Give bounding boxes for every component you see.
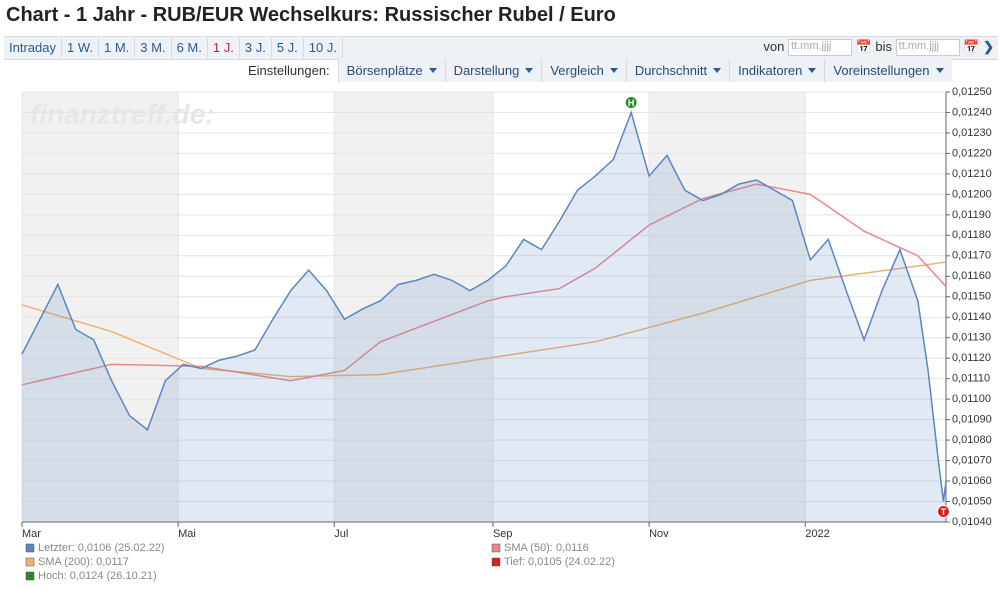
band — [334, 92, 493, 522]
y-tick-label: 0,01080 — [952, 434, 992, 446]
tab[interactable]: 1 M. — [99, 37, 136, 58]
legend-label: Letzter: 0,0106 (25.02.22) — [38, 542, 165, 554]
y-tick-label: 0,01090 — [952, 414, 992, 426]
marker-label: H — [628, 98, 635, 108]
tab[interactable]: 1 W. — [62, 37, 99, 58]
tab[interactable]: 5 J. — [272, 37, 304, 58]
x-tick-label: Nov — [649, 528, 669, 540]
y-tick-label: 0,01210 — [952, 168, 992, 180]
menu-button[interactable]: Durchschnitt — [625, 59, 730, 82]
y-tick-label: 0,01110 — [952, 373, 990, 385]
y-tick-label: 0,01220 — [952, 147, 992, 159]
y-tick-label: 0,01190 — [952, 209, 991, 221]
tab[interactable]: 6 M. — [172, 37, 208, 58]
y-tick-label: 0,01230 — [952, 127, 992, 139]
tab[interactable]: 10 J. — [304, 37, 343, 58]
band — [22, 92, 179, 522]
to-label: bis — [875, 39, 893, 54]
line — [21, 110, 947, 502]
go-arrow[interactable]: ❯ — [983, 39, 994, 54]
y-tick-label: 0,01150 — [952, 291, 991, 303]
legend-swatch — [25, 571, 35, 581]
settings-label: Einstellungen: — [248, 63, 330, 78]
y-tick-label: 0,01070 — [952, 454, 992, 466]
y-tick-label: 0,01180 — [952, 229, 991, 241]
menu-button[interactable]: Indikatoren — [729, 59, 825, 82]
y-tick-label: 0,01250 — [952, 86, 992, 98]
menu-button[interactable]: Darstellung — [444, 59, 542, 82]
y-tick-label: 0,01240 — [952, 106, 992, 118]
area — [22, 112, 946, 522]
title: Chart - 1 Jahr - RUB/EUR Wechselkurs: Ru… — [6, 4, 616, 26]
date-range: von tt.mm.jjjj 📅 bis tt.mm.jjjj 📅 ❯ — [763, 39, 994, 57]
from-input[interactable]: tt.mm.jjjj — [788, 39, 852, 57]
legend-label: SMA (200): 0,0117 — [38, 556, 129, 568]
y-tick-label: 0,01120 — [952, 352, 991, 364]
marker — [624, 95, 638, 109]
legend-label: SMA (50): 0,0116 — [504, 542, 589, 554]
band — [649, 92, 806, 522]
x-tick-label: Sep — [493, 528, 513, 540]
y-tick-label: 0,01170 — [952, 250, 991, 262]
legend-swatch — [25, 557, 35, 567]
menu-button[interactable]: Börsenplätze — [337, 59, 445, 82]
settings-bar: Einstellungen: Börsenplätze Darstellung Ver… — [240, 59, 952, 83]
tab[interactable]: 3 J. — [240, 37, 272, 58]
tab[interactable]: Intraday — [4, 37, 62, 58]
y-tick-label: 0,01140 — [952, 311, 991, 323]
menu-button[interactable]: Vergleich — [541, 59, 626, 82]
menu-button[interactable]: Voreinstellungen — [824, 59, 952, 82]
to-input[interactable]: tt.mm.jjjj — [895, 39, 960, 57]
line — [21, 183, 947, 386]
legend-swatch — [25, 543, 35, 553]
y-tick-label: 0,01040 — [952, 516, 992, 528]
x-tick-label: Mai — [178, 528, 196, 540]
marker — [936, 505, 950, 519]
watermark: finanztreff.de: — [30, 98, 215, 129]
x-tick-label: 2022 — [805, 528, 829, 540]
marker-label: T — [941, 507, 947, 517]
legend-swatch — [491, 543, 501, 553]
y-tick-label: 0,01200 — [952, 188, 992, 200]
tab[interactable]: 1 J. — [208, 37, 240, 58]
from-label: von — [763, 39, 785, 54]
y-tick-label: 0,01100 — [952, 393, 991, 405]
legend-label: Tief: 0,0105 (24.02.22) — [504, 556, 615, 568]
legend-swatch — [491, 557, 501, 567]
x-tick-label: Mar — [22, 528, 41, 540]
legend-label: Hoch: 0,0124 (26.10.21) — [38, 570, 157, 582]
y-tick-label: 0,01130 — [952, 332, 991, 344]
y-tick-label: 0,01050 — [952, 495, 992, 507]
line — [21, 261, 947, 378]
x-tick-label: Jul — [334, 528, 348, 540]
y-tick-label: 0,01060 — [952, 475, 992, 487]
y-tick-label: 0,01160 — [952, 270, 991, 282]
tab[interactable]: 3 M. — [135, 37, 172, 58]
